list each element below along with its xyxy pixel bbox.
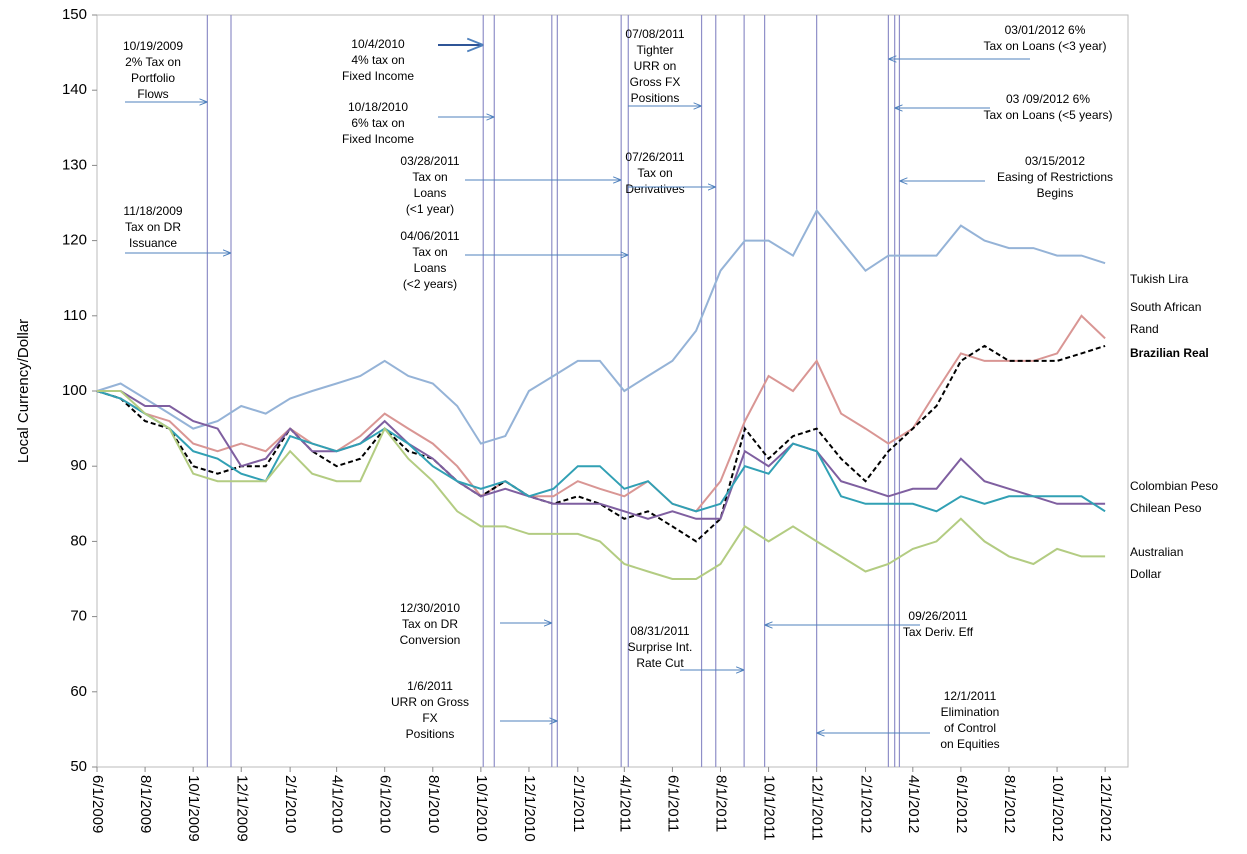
- annotation-text: 12/1/2011: [944, 689, 997, 703]
- y-tick-label: 120: [62, 232, 87, 249]
- annotation-text: Tax on DR: [402, 617, 458, 631]
- annotation-text: FX: [422, 711, 437, 725]
- x-tick-label: 10/1/2009: [185, 775, 202, 842]
- y-tick-label: 60: [70, 683, 87, 700]
- annotation-text: Positions: [631, 91, 680, 105]
- annotation-text: Easing of Restrictions: [997, 170, 1113, 184]
- series-line: [96, 344, 1106, 543]
- annotation-text: Tax on DR: [125, 220, 181, 234]
- annotation-text: 12/30/2010: [400, 601, 460, 615]
- annotation-text: Tax on Loans (<3 year): [983, 39, 1106, 53]
- y-tick-label: 100: [62, 382, 87, 399]
- series-label: Tukish Lira: [1130, 272, 1189, 286]
- x-tick-label: 12/1/2012: [1097, 775, 1114, 842]
- y-tick-label: 130: [62, 156, 87, 173]
- annotation-text: of Control: [944, 721, 996, 735]
- annotation-text: Begins: [1037, 186, 1074, 200]
- annotation-text: 10/19/2009: [123, 39, 183, 53]
- x-tick-label: 4/1/2012: [905, 775, 922, 833]
- series-label: Australian Dollar: [1130, 545, 1187, 581]
- annotation-text: 11/18/2009: [123, 204, 182, 218]
- annotation-text: Fixed Income: [342, 132, 414, 146]
- x-tick-label: 12/1/2010: [521, 775, 538, 842]
- x-tick-label: 12/1/2009: [233, 775, 250, 842]
- x-tick-label: 8/1/2011: [713, 775, 730, 832]
- x-tick-label: 4/1/2011: [616, 775, 633, 832]
- annotation-text: Elimination: [941, 705, 1000, 719]
- annotation-text: Tax on: [412, 245, 447, 259]
- annotation-text: 03 /09/2012 6%: [1006, 92, 1090, 106]
- annotation-text: Tax Deriv. Eff: [903, 625, 974, 639]
- annotation-text: (<2 years): [403, 277, 457, 291]
- annotation-text: Loans: [414, 261, 447, 275]
- annotation-text: 03/28/2011: [400, 154, 459, 168]
- x-tick-label: 8/1/2010: [425, 775, 442, 833]
- y-tick-label: 140: [62, 81, 87, 98]
- y-axis-label: Local Currency/Dollar: [15, 319, 32, 463]
- annotation-text: URR on: [634, 59, 677, 73]
- annotation-text: 10/4/2010: [351, 37, 405, 51]
- annotation-text: Tax on Loans (<5 years): [983, 108, 1112, 122]
- x-tick-label: 8/1/2012: [1001, 775, 1018, 833]
- annotation-text: Issuance: [129, 236, 177, 250]
- annotation-text: 07/08/2011: [625, 27, 684, 41]
- series-line: [97, 390, 1106, 520]
- annotation-text: Surprise Int.: [628, 640, 693, 654]
- y-tick-label: 90: [70, 457, 87, 474]
- x-tick-label: 2/1/2010: [282, 775, 299, 833]
- x-tick-label: 6/1/2010: [377, 775, 394, 833]
- x-tick-label: 10/1/2012: [1049, 775, 1066, 842]
- annotation-text: 09/26/2011: [908, 609, 967, 623]
- plot-area: [96, 14, 1129, 768]
- series-label: Brazilian Real: [1130, 346, 1209, 360]
- annotation-text: Conversion: [400, 633, 461, 647]
- y-tick-label: 70: [70, 608, 87, 625]
- series-line: [97, 390, 1106, 580]
- y-tick-label: 150: [62, 6, 87, 23]
- annotation-text: 2% Tax on: [125, 55, 181, 69]
- x-tick-label: 2/1/2012: [858, 775, 875, 833]
- x-tick-label: 10/1/2010: [473, 775, 490, 842]
- annotation-text: Fixed Income: [342, 69, 414, 83]
- series-label: Chilean Peso: [1130, 501, 1202, 515]
- annotation-text: Loans: [414, 186, 447, 200]
- annotation-text: 4% tax on: [351, 53, 404, 67]
- annotation-text: on Equities: [940, 737, 999, 751]
- annotation-text: 03/01/2012 6%: [1005, 23, 1086, 37]
- y-tick-label: 50: [70, 758, 87, 775]
- annotation-text: 10/18/2010: [348, 100, 408, 114]
- series-line: [96, 208, 1106, 445]
- annotation-text: URR on Gross: [391, 695, 469, 709]
- x-tick-label: 12/1/2011: [809, 775, 826, 841]
- annotation-text: Derivatives: [625, 182, 684, 196]
- annotation-text: Positions: [406, 727, 455, 741]
- annotation-text: 6% tax on: [351, 116, 404, 130]
- series-label: South African Rand: [1130, 300, 1205, 336]
- y-tick-label: 80: [70, 532, 87, 549]
- annotation-text: 08/31/2011: [630, 624, 689, 638]
- annotation-text: 1/6/2011: [407, 679, 453, 693]
- annotation-text: Tax on: [637, 166, 672, 180]
- annotation-text: Tax on: [412, 170, 447, 184]
- annotation-text: Tighter: [637, 43, 674, 57]
- annotation-text: Flows: [137, 87, 168, 101]
- annotation-text: (<1 year): [406, 202, 454, 216]
- x-tick-label: 6/1/2009: [89, 775, 106, 833]
- annotation-text: Gross FX: [630, 75, 681, 89]
- x-tick-label: 2/1/2011: [570, 775, 587, 832]
- x-tick-label: 10/1/2011: [761, 775, 778, 841]
- x-tick-label: 8/1/2009: [137, 775, 154, 833]
- series-line: [96, 314, 1106, 513]
- x-tick-label: 6/1/2012: [953, 775, 970, 833]
- x-tick-label: 6/1/2011: [664, 775, 681, 832]
- series-label: Colombian Peso: [1130, 479, 1218, 493]
- annotation-text: 04/06/2011: [400, 229, 459, 243]
- annotation-text: Rate Cut: [636, 656, 684, 670]
- annotation-text: Portfolio: [131, 71, 175, 85]
- x-tick-label: 4/1/2010: [329, 775, 346, 833]
- annotation-text: 03/15/2012: [1025, 154, 1085, 168]
- y-tick-label: 110: [63, 307, 87, 324]
- annotation-text: 07/26/2011: [625, 150, 684, 164]
